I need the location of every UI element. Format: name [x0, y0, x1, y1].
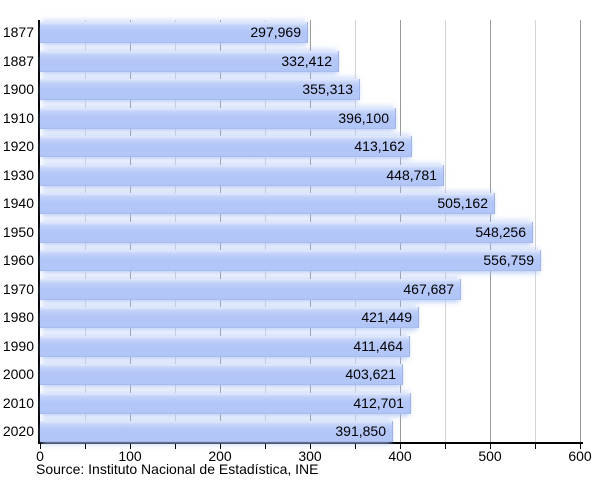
- x-axis-tick: [400, 444, 401, 449]
- x-axis-tick: [490, 444, 491, 449]
- bar: 355,313: [40, 79, 360, 100]
- bar: 411,464: [40, 336, 410, 357]
- x-axis-tick-label: 500: [478, 448, 502, 464]
- y-axis-category-label: 1940: [2, 195, 34, 211]
- bar: 421,449: [40, 307, 419, 328]
- bar-value-label: 297,969: [250, 24, 301, 40]
- x-axis-tick-label: 100: [118, 448, 142, 464]
- bar-value-label: 413,162: [354, 138, 405, 154]
- y-axis-category-label: 1877: [2, 24, 34, 40]
- bar-value-label: 548,256: [475, 224, 526, 240]
- y-axis-line: [38, 20, 40, 444]
- x-axis-tick: [40, 444, 41, 449]
- x-axis-tick: [175, 444, 176, 449]
- bar-value-label: 403,621: [345, 366, 396, 382]
- bar: 413,162: [40, 136, 412, 157]
- bar-value-label: 412,701: [353, 395, 404, 411]
- bar: 412,701: [40, 393, 411, 414]
- x-axis-tick: [85, 444, 86, 449]
- y-axis-category-label: 1900: [2, 81, 34, 97]
- y-axis-category-label: 1930: [2, 167, 34, 183]
- bar-value-label: 411,464: [353, 338, 403, 354]
- bar: 548,256: [40, 222, 533, 243]
- x-axis-tick-label: 0: [36, 448, 44, 464]
- bar: 467,687: [40, 279, 461, 300]
- bar: 448,781: [40, 165, 444, 186]
- x-axis-line: [38, 442, 583, 444]
- x-axis-tick: [355, 444, 356, 449]
- y-axis-category-label: 2020: [2, 423, 34, 439]
- gridline: [535, 20, 536, 442]
- gridline: [580, 20, 581, 442]
- bar: 403,621: [40, 364, 403, 385]
- bar-value-label: 467,687: [403, 281, 454, 297]
- bar: 556,759: [40, 250, 541, 271]
- bar: 332,412: [40, 51, 339, 72]
- bar: 391,850: [40, 421, 393, 442]
- x-axis-tick-label: 200: [208, 448, 232, 464]
- x-axis-tick: [220, 444, 221, 449]
- y-axis-category-label: 1960: [2, 252, 34, 268]
- bar: 297,969: [40, 22, 308, 43]
- y-axis-category-label: 1980: [2, 309, 34, 325]
- source-caption: Source: Instituto Nacional de Estadístic…: [36, 461, 319, 477]
- bar-value-label: 332,412: [281, 53, 332, 69]
- bar-value-label: 421,449: [361, 309, 412, 325]
- bar: 505,162: [40, 193, 495, 214]
- x-axis-tick: [130, 444, 131, 449]
- y-axis-category-label: 1887: [2, 53, 34, 69]
- x-axis-tick: [310, 444, 311, 449]
- y-axis-category-label: 1970: [2, 281, 34, 297]
- y-axis-category-label: 1910: [2, 110, 34, 126]
- y-axis-category-label: 1920: [2, 138, 34, 154]
- x-axis-tick: [265, 444, 266, 449]
- y-axis-category-label: 1990: [2, 338, 34, 354]
- bar-value-label: 505,162: [437, 195, 488, 211]
- bar-value-label: 391,850: [335, 423, 386, 439]
- bar-value-label: 448,781: [386, 167, 437, 183]
- x-axis-tick-label: 300: [298, 448, 322, 464]
- x-axis-tick: [580, 444, 581, 449]
- y-axis-category-label: 2000: [2, 366, 34, 382]
- bar: 396,100: [40, 108, 396, 129]
- x-axis-tick-label: 400: [388, 448, 412, 464]
- bar-value-label: 556,759: [483, 252, 534, 268]
- bar-value-label: 355,313: [302, 81, 353, 97]
- x-axis-tick: [535, 444, 536, 449]
- bar-value-label: 396,100: [338, 110, 389, 126]
- x-axis-tick: [445, 444, 446, 449]
- y-axis-category-label: 1950: [2, 224, 34, 240]
- y-axis-category-label: 2010: [2, 395, 34, 411]
- x-axis-tick-label: 600: [568, 448, 592, 464]
